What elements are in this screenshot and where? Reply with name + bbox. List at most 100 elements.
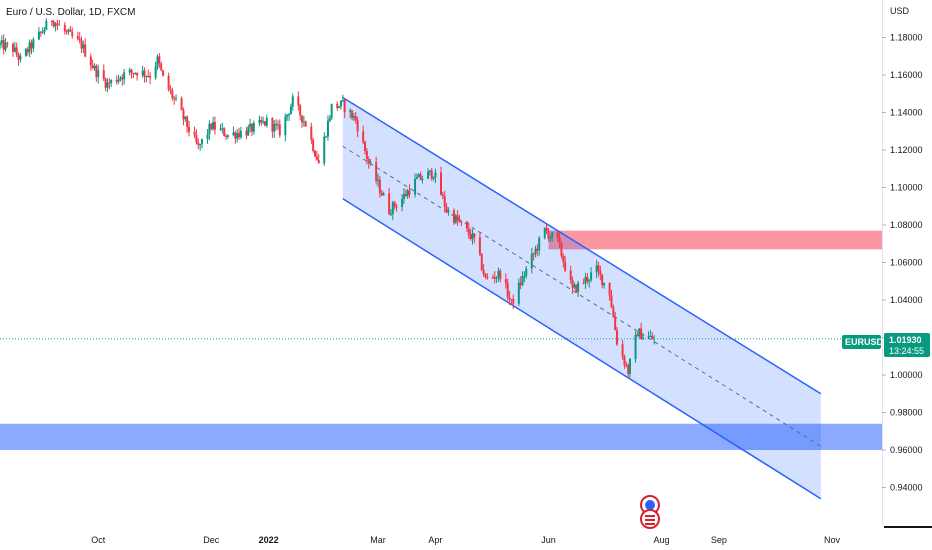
candle-body [315, 156, 318, 160]
price-tag-value: 1.01930 [889, 335, 922, 345]
candle [365, 147, 368, 165]
candles-layer [0, 18, 656, 378]
candle [95, 63, 98, 82]
candle-body [95, 65, 98, 78]
candle [388, 187, 391, 216]
candle-body [325, 136, 328, 138]
candle [4, 38, 7, 52]
candle [115, 75, 118, 85]
candle [523, 271, 526, 283]
candle-body [239, 130, 242, 138]
channel-fill[interactable] [342, 97, 821, 499]
candle [653, 335, 656, 345]
candle-body [545, 227, 548, 232]
candle [549, 235, 552, 242]
candle-body [330, 103, 333, 119]
candle-body [149, 76, 152, 78]
candle-body [186, 116, 189, 127]
candle-body [584, 276, 587, 283]
candle [260, 116, 263, 126]
candle [512, 294, 515, 309]
candle-body [123, 72, 126, 80]
candle-body [499, 270, 502, 280]
channel-upper-line[interactable] [342, 96, 822, 395]
candle-body [377, 179, 379, 181]
candle [586, 272, 589, 285]
candle-body [651, 335, 654, 340]
candle [304, 120, 307, 127]
candle-body [469, 234, 472, 239]
candle [141, 65, 144, 78]
candle-body [0, 43, 1, 45]
candle [382, 191, 385, 196]
candle-body [260, 119, 263, 123]
candle-body [0, 39, 3, 44]
candle [128, 67, 131, 76]
candle-body [63, 24, 66, 32]
candle-body [380, 192, 383, 196]
candle [341, 94, 344, 103]
candle-body [460, 221, 463, 223]
candle [310, 122, 313, 144]
channel-lower-line[interactable] [342, 198, 822, 500]
candle [434, 168, 437, 184]
candle [223, 127, 226, 137]
candle [471, 228, 474, 245]
candle-body [599, 270, 602, 275]
candle-body [534, 248, 537, 255]
candle-body [454, 215, 457, 223]
candle [493, 271, 496, 284]
candle [188, 120, 190, 137]
candle-body [508, 297, 511, 299]
price-tag-countdown: 13:24:55 [889, 346, 924, 356]
candle-body [160, 63, 163, 71]
candle-body [364, 141, 367, 152]
candle [117, 74, 120, 85]
candle-body [284, 116, 287, 136]
time-axis-corner-mark [884, 526, 932, 528]
candle [588, 279, 591, 288]
candle-body [623, 356, 626, 365]
candle [78, 32, 81, 44]
candle [143, 67, 146, 83]
candle [616, 327, 619, 347]
candle-body [638, 328, 641, 337]
candle [558, 232, 561, 249]
candle [119, 75, 122, 82]
candle-body [536, 248, 539, 251]
candle-body [314, 150, 316, 157]
candle [219, 123, 222, 132]
candle [154, 61, 157, 80]
candle [291, 93, 294, 111]
candle-body [317, 159, 320, 164]
candle-body [504, 279, 507, 284]
candle-body [406, 190, 409, 197]
candle-body [286, 114, 289, 117]
candle-body [427, 171, 430, 179]
candle [351, 109, 354, 121]
channel-mid-line [342, 145, 822, 447]
candle-body [562, 256, 565, 262]
candle [545, 223, 548, 235]
candle-body [595, 265, 598, 273]
candle-body [484, 274, 487, 278]
candle [312, 137, 315, 153]
candle-body [291, 96, 294, 107]
candle [440, 166, 442, 196]
candle [273, 119, 276, 138]
candle [212, 116, 215, 131]
chart-title: Euro / U.S. Dollar, 1D, FXCM [6, 7, 135, 18]
candle-body [367, 159, 370, 164]
candle [52, 19, 55, 29]
candle-body [354, 116, 357, 121]
candle [330, 103, 333, 120]
candle [263, 120, 266, 127]
time-axis[interactable]: Oct Dec 2022 Mar Apr Jun Aug Sep Nov [91, 535, 840, 545]
candle [497, 267, 500, 282]
candle [145, 75, 148, 83]
candle-body [69, 29, 72, 32]
candle [278, 119, 281, 138]
candle [162, 70, 165, 77]
resistance-zone[interactable] [548, 230, 882, 250]
